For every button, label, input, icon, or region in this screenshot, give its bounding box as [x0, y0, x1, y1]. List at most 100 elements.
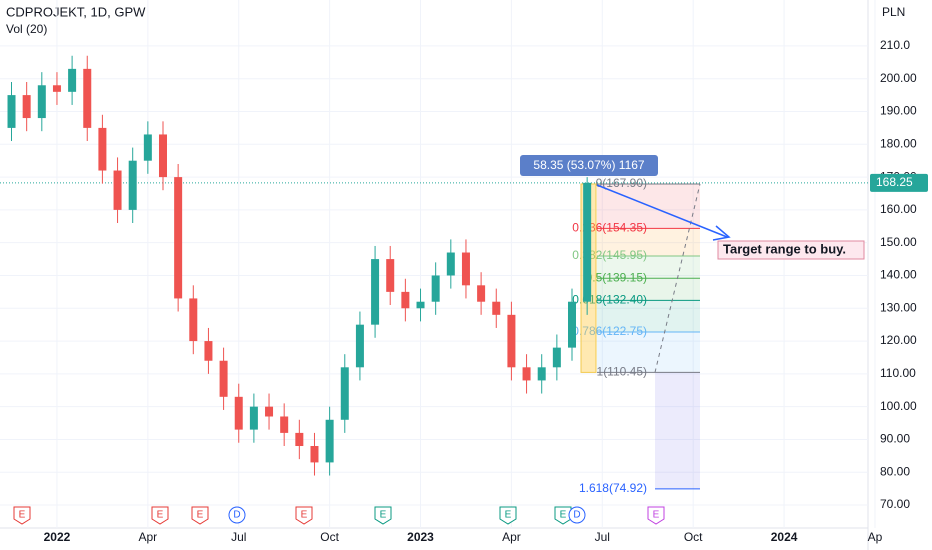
candle-body: [507, 314, 516, 368]
y-tick-label: 190.00: [880, 104, 917, 118]
candle-body: [295, 432, 304, 447]
y-tick-label: 210.0: [880, 38, 910, 52]
event-marker: [151, 506, 169, 525]
x-tick-label: Jul: [231, 530, 246, 544]
fib-label: 1(110.45): [597, 365, 647, 379]
fib-band: [597, 332, 700, 373]
candle-body: [234, 396, 243, 430]
event-label: E: [505, 510, 512, 521]
candle-body: [219, 360, 228, 397]
event-marker: [554, 506, 572, 525]
candle-body: [98, 127, 107, 171]
fib-band: [597, 300, 700, 333]
candle-body: [249, 406, 258, 430]
y-tick-label: 200.00: [880, 71, 917, 85]
x-tick-label: Ap: [868, 530, 883, 544]
x-tick-label: Apr: [502, 530, 521, 544]
arrow: [596, 184, 728, 238]
candle-body: [552, 347, 561, 368]
chart-title: CDPROJEKT, 1D, GPW: [6, 4, 146, 19]
event-marker: [499, 506, 517, 525]
candle-body: [416, 301, 425, 309]
event-label: E: [301, 510, 308, 521]
event-label: E: [380, 510, 387, 521]
x-tick-label: Oct: [684, 530, 703, 544]
event-label: D: [573, 510, 580, 521]
event-label: E: [19, 510, 26, 521]
y-tick-label: 140.00: [880, 268, 917, 282]
y-tick-label: 70.00: [880, 497, 910, 511]
y-tick-label: 150.00: [880, 235, 917, 249]
x-tick-label: 2023: [407, 530, 434, 544]
y-tick-label: 110.00: [880, 366, 916, 380]
y-tick-label: 130.00: [880, 300, 917, 314]
indicator-label: Vol (20): [6, 22, 47, 36]
candle-body: [446, 252, 455, 276]
annotation: Target range to buy.: [723, 241, 846, 256]
fib-band: [597, 278, 700, 301]
candle-body: [113, 170, 122, 210]
y-tick-label: 80.00: [880, 464, 910, 478]
candle-body: [174, 177, 183, 299]
fib-label: 0.5(139.15): [586, 270, 647, 284]
candle-body: [189, 298, 198, 342]
fib-band: [597, 228, 700, 256]
y-tick-label: 100.00: [880, 399, 917, 413]
measure-box: [520, 155, 658, 176]
event-marker: [295, 506, 313, 525]
y-tick-label: 90.00: [880, 432, 910, 446]
candle-body: [371, 259, 380, 325]
candle-body: [52, 85, 61, 92]
candle-body: [310, 446, 319, 463]
candle-body: [477, 285, 486, 302]
event-label: E: [560, 510, 567, 521]
candle-body: [325, 419, 334, 463]
candle-body: [143, 134, 152, 161]
annotation-box: [717, 240, 865, 260]
candle-body: [37, 85, 46, 119]
arrow-head: [712, 225, 731, 241]
event-marker: [647, 506, 665, 525]
candle-body: [7, 95, 16, 128]
x-tick-label: Oct: [320, 530, 339, 544]
candle-body: [158, 134, 167, 178]
candle-body: [401, 291, 410, 309]
event-marker: [228, 506, 246, 524]
event-marker: [568, 506, 586, 524]
last-price-badge: [870, 173, 928, 192]
fib-label: 1.618(74.92): [579, 481, 647, 495]
event-marker: [13, 506, 31, 525]
candle-body: [68, 68, 77, 92]
x-tick-label: Jul: [595, 530, 610, 544]
candle-body: [83, 68, 92, 128]
x-tick-label: 2022: [44, 530, 71, 544]
candle-body: [265, 406, 274, 417]
candle-body: [280, 416, 289, 433]
event-label: E: [197, 510, 204, 521]
candle-body: [340, 367, 349, 420]
candle-body: [128, 160, 137, 210]
event-marker: [191, 506, 209, 525]
candle-body: [461, 252, 470, 286]
candle-body: [204, 341, 213, 361]
fib-band: [597, 255, 700, 279]
event-label: E: [157, 510, 164, 521]
last-price-label: 168.25: [876, 175, 913, 189]
candle-body: [355, 324, 364, 368]
candle-body: [22, 95, 31, 119]
event-label: E: [653, 510, 660, 521]
candle-body: [583, 182, 592, 302]
y-tick-label: 160.00: [880, 202, 917, 216]
fib-label: 0.786(122.75): [572, 324, 647, 338]
candle-body: [568, 301, 577, 348]
y-tick-label: 180.00: [880, 136, 917, 150]
event-marker: [374, 506, 392, 525]
fib-band: [655, 372, 700, 489]
candle-body: [522, 367, 531, 381]
candle-body: [386, 259, 395, 292]
measure-label: 58.35 (53.07%) 1167: [533, 158, 645, 172]
candle-body: [537, 367, 546, 381]
candle-body: [492, 301, 501, 315]
x-tick-label: 2024: [771, 530, 798, 544]
